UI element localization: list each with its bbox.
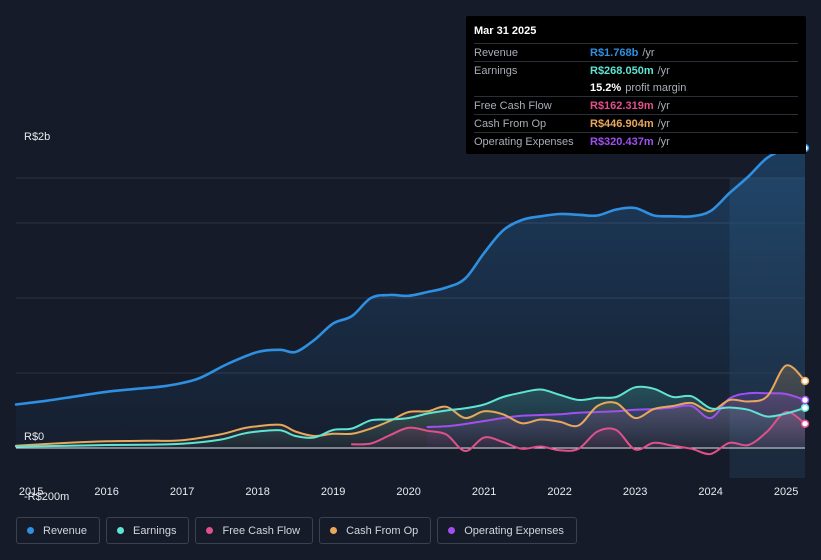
x-tick-label: 2015 [19, 486, 43, 498]
cash-from-op-endpoint [800, 376, 810, 386]
tooltip-unit: /yr [657, 64, 670, 77]
legend-dot-icon [330, 527, 338, 534]
tooltip-label: Revenue [474, 46, 519, 59]
tooltip-row-cash-from-op: Cash From Op R$446.904m /yr [474, 114, 798, 132]
operating-expenses-line [426, 391, 806, 428]
x-tick-label: 2019 [321, 486, 345, 498]
legend-label: Free Cash Flow [222, 524, 301, 537]
legend-dot-icon [206, 527, 214, 534]
x-tick-label: 2023 [623, 486, 647, 498]
x-tick-label: 2016 [94, 486, 118, 498]
tooltip-value: R$1.768b [590, 46, 639, 59]
tooltip-label: Free Cash Flow [474, 99, 552, 112]
x-tick-label: 2020 [396, 486, 420, 498]
free-cash-flow-endpoint [800, 419, 810, 428]
tooltip-label: Earnings [474, 64, 518, 77]
tooltip-value: R$446.904m [590, 117, 654, 130]
x-tick-label: 2024 [698, 486, 722, 498]
legend-dot-icon [27, 527, 34, 534]
tooltip-row-revenue: Revenue R$1.768b /yr [474, 43, 798, 61]
tooltip-unit: /yr [657, 135, 670, 148]
x-axis-labels: 2015 2016 2017 2018 2019 2020 2021 2022 2023 2024… [19, 486, 799, 498]
free-cash-flow-line [351, 410, 806, 456]
y-tick-label: R$0 [24, 431, 44, 443]
tooltip-label: Cash From Op [474, 117, 547, 130]
x-tick-label: 2022 [547, 486, 571, 498]
series-endpoints [800, 143, 810, 428]
revenue-area [16, 148, 805, 448]
earnings-endpoint [800, 403, 810, 413]
x-tick-label: 2017 [170, 486, 194, 498]
revenue-line [14, 146, 807, 406]
tooltip-unit: /yr [657, 99, 670, 112]
tooltip-panel: Mar 31 2025 Revenue R$1.768b /yr Earning… [466, 16, 806, 154]
x-tick-label: 2021 [472, 486, 496, 498]
series-lines [14, 146, 807, 456]
y-axis-labels: R$2b R$0 -R$200m [24, 131, 69, 503]
tooltip-value: R$268.050m [590, 64, 654, 77]
y-tick-label: R$2b [24, 131, 50, 143]
chart-legend: Revenue Earnings Free Cash Flow Cash Fro… [16, 517, 583, 546]
tooltip-value: R$320.437m [590, 135, 654, 148]
tooltip-label: Operating Expenses [474, 135, 574, 148]
legend-dot-icon [117, 527, 125, 534]
y-tick-label: -R$200m [24, 491, 69, 503]
profit-margin-label: profit margin [625, 81, 687, 94]
legend-cash-from-op[interactable]: Cash From Op [319, 517, 432, 544]
legend-earnings[interactable]: Earnings [106, 517, 190, 544]
tooltip-row-free-cash-flow: Free Cash Flow R$162.319m /yr [474, 96, 798, 114]
series-areas [16, 148, 805, 455]
tooltip-value: R$162.319m [590, 99, 654, 112]
legend-label: Operating Expenses [464, 524, 564, 537]
tooltip-row-profit-margin: 15.2% profit margin [474, 79, 798, 96]
cash-from-op-line [15, 364, 806, 447]
operating-expenses-endpoint [800, 395, 810, 405]
x-tick-label: 2025 [774, 486, 798, 498]
legend-revenue[interactable]: Revenue [16, 517, 101, 544]
tooltip-unit: /yr [657, 117, 670, 130]
tooltip-unit: /yr [642, 46, 655, 59]
legend-free-cash-flow[interactable]: Free Cash Flow [195, 517, 314, 544]
legend-label: Cash From Op [346, 524, 419, 537]
earnings-line [15, 385, 806, 448]
tooltip-row-operating-expenses: Operating Expenses R$320.437m /yr [474, 132, 798, 150]
tooltip-row-earnings: Earnings R$268.050m /yr [474, 61, 798, 79]
profit-margin-value: 15.2% [590, 81, 622, 94]
legend-dot-icon [448, 527, 456, 534]
tooltip-date: Mar 31 2025 [474, 25, 537, 37]
legend-operating-expenses[interactable]: Operating Expenses [437, 517, 577, 544]
operating-expenses-area [427, 392, 805, 448]
x-tick-label: 2018 [245, 486, 269, 498]
legend-label: Earnings [133, 524, 177, 537]
legend-label: Revenue [43, 524, 88, 537]
